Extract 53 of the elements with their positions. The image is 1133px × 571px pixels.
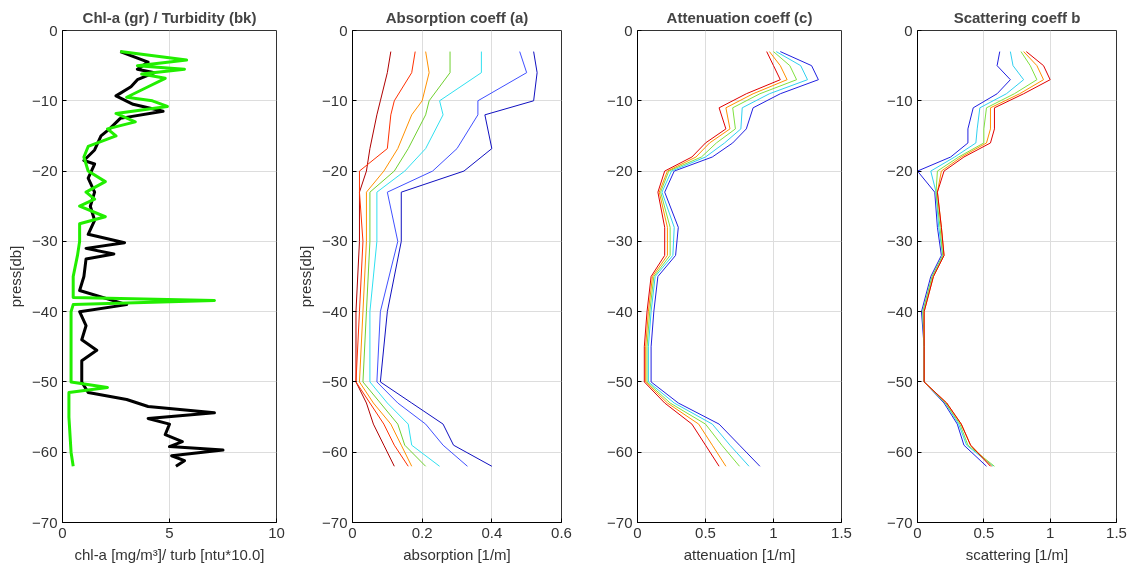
y-tick-label: −60 — [32, 443, 58, 461]
x-tick-label: 1 — [1046, 523, 1055, 541]
y-tick-label: −40 — [32, 302, 58, 320]
x-tick-label: 0.5 — [695, 523, 716, 541]
y-tick-label: −70 — [607, 513, 633, 531]
x-tick-label: 10 — [268, 523, 285, 541]
chart-title: Absorption coeff (a) — [385, 8, 529, 26]
y-tick-label: −50 — [607, 372, 633, 390]
y-tick-label: −20 — [322, 162, 348, 180]
chart-title: Attenuation coeff (c) — [666, 8, 813, 26]
x-tick-label: 0.4 — [481, 523, 503, 541]
x-tick-label: 0.2 — [411, 523, 433, 541]
y-tick-label: −40 — [322, 302, 348, 320]
y-tick-label: −50 — [887, 372, 913, 390]
y-tick-label: −40 — [607, 302, 633, 320]
y-tick-label: −60 — [607, 443, 633, 461]
y-tick-label: 0 — [49, 21, 58, 39]
chart-title: Chl-a (gr) / Turbidity (bk) — [82, 8, 257, 26]
y-tick-label: −70 — [887, 513, 913, 531]
x-axis-title: scattering [1/m] — [965, 545, 1069, 563]
y-tick-label: −20 — [607, 162, 633, 180]
y-tick-label: −70 — [32, 513, 58, 531]
y-axis-title: press[db] — [7, 245, 25, 308]
y-axis-title: press[db] — [297, 245, 315, 308]
x-tick-label: 1 — [769, 523, 778, 541]
y-tick-label: −10 — [887, 91, 913, 109]
y-tick-label: −30 — [322, 232, 348, 250]
x-tick-label: 5 — [165, 523, 174, 541]
y-tick-label: −30 — [32, 232, 58, 250]
y-tick-label: −70 — [322, 513, 348, 531]
y-tick-label: −10 — [32, 91, 58, 109]
y-tick-label: −50 — [32, 372, 58, 390]
x-axis-title: absorption [1/m] — [403, 545, 511, 563]
x-tick-label: 1.5 — [831, 523, 852, 541]
x-tick-label: 1.5 — [1106, 523, 1127, 541]
y-tick-label: −50 — [322, 372, 348, 390]
x-axis-title: attenuation [1/m] — [683, 545, 796, 563]
y-tick-label: −40 — [887, 302, 913, 320]
y-tick-label: 0 — [339, 21, 348, 39]
y-tick-label: −10 — [322, 91, 348, 109]
y-tick-label: −10 — [607, 91, 633, 109]
x-axis-title: chl-a [mg/m³]/ turb [ntu*10.0] — [74, 545, 265, 563]
x-tick-label: 0.5 — [973, 523, 995, 541]
x-tick-label: 0.6 — [551, 523, 572, 541]
y-tick-label: −20 — [32, 162, 58, 180]
y-tick-label: −30 — [887, 232, 913, 250]
y-tick-label: −20 — [887, 162, 913, 180]
y-tick-label: −60 — [887, 443, 913, 461]
y-tick-label: 0 — [624, 21, 633, 39]
y-tick-label: −30 — [607, 232, 633, 250]
y-tick-label: −60 — [322, 443, 348, 461]
chart-title: Scattering coeff b — [953, 8, 1081, 26]
y-tick-label: 0 — [904, 21, 913, 39]
